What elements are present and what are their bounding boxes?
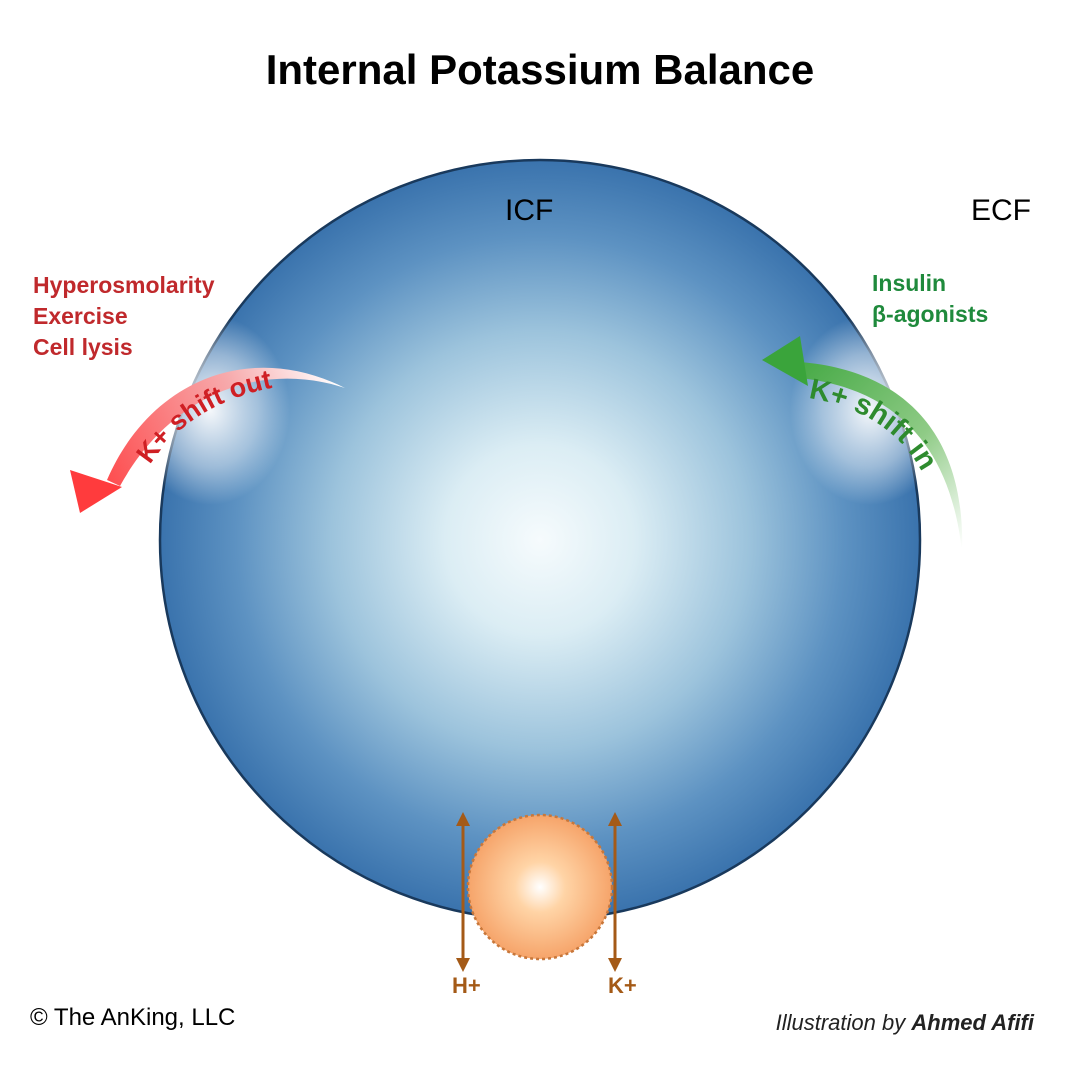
- membrane-glow-left: [130, 315, 290, 505]
- page-title: Internal Potassium Balance: [265, 46, 815, 93]
- h-ion-arrow: [456, 812, 470, 972]
- copyright-notice: © The AnKing, LLC: [30, 1004, 236, 1031]
- shift-in-arrow-head: [762, 336, 808, 386]
- shift-in-cause: β-agonists: [872, 301, 989, 327]
- icf-label: ICF: [505, 194, 554, 227]
- credit-name: Ahmed Afifi: [911, 1010, 1034, 1035]
- shift-out-cause: Cell lysis: [33, 334, 133, 360]
- credit-prefix: Illustration by: [775, 1010, 906, 1035]
- h-ion-label: H+: [452, 973, 481, 998]
- shift-out-arrow-head: [70, 470, 122, 513]
- illustration-credit: Illustration by Ahmed Afifi: [776, 1010, 1034, 1036]
- shift-out-cause: Exercise: [33, 303, 128, 329]
- shift-in-cause: Insulin: [872, 270, 947, 296]
- membrane-glow-right: [790, 315, 950, 505]
- shift-out-cause: Hyperosmolarity: [33, 272, 215, 298]
- shift-out-arrow-body: [107, 367, 345, 486]
- k-ion-label: K+: [608, 973, 637, 998]
- cell-membrane: [158, 158, 922, 922]
- shift-in-arrow-body: [800, 362, 963, 552]
- shift-in-causes: Insulin β-agonists: [872, 268, 988, 330]
- k-ion-arrow: [608, 812, 622, 972]
- h-k-exchanger: [466, 813, 614, 961]
- shift-out-causes: Hyperosmolarity Exercise Cell lysis: [33, 270, 215, 363]
- ecf-label: ECF: [971, 194, 1031, 227]
